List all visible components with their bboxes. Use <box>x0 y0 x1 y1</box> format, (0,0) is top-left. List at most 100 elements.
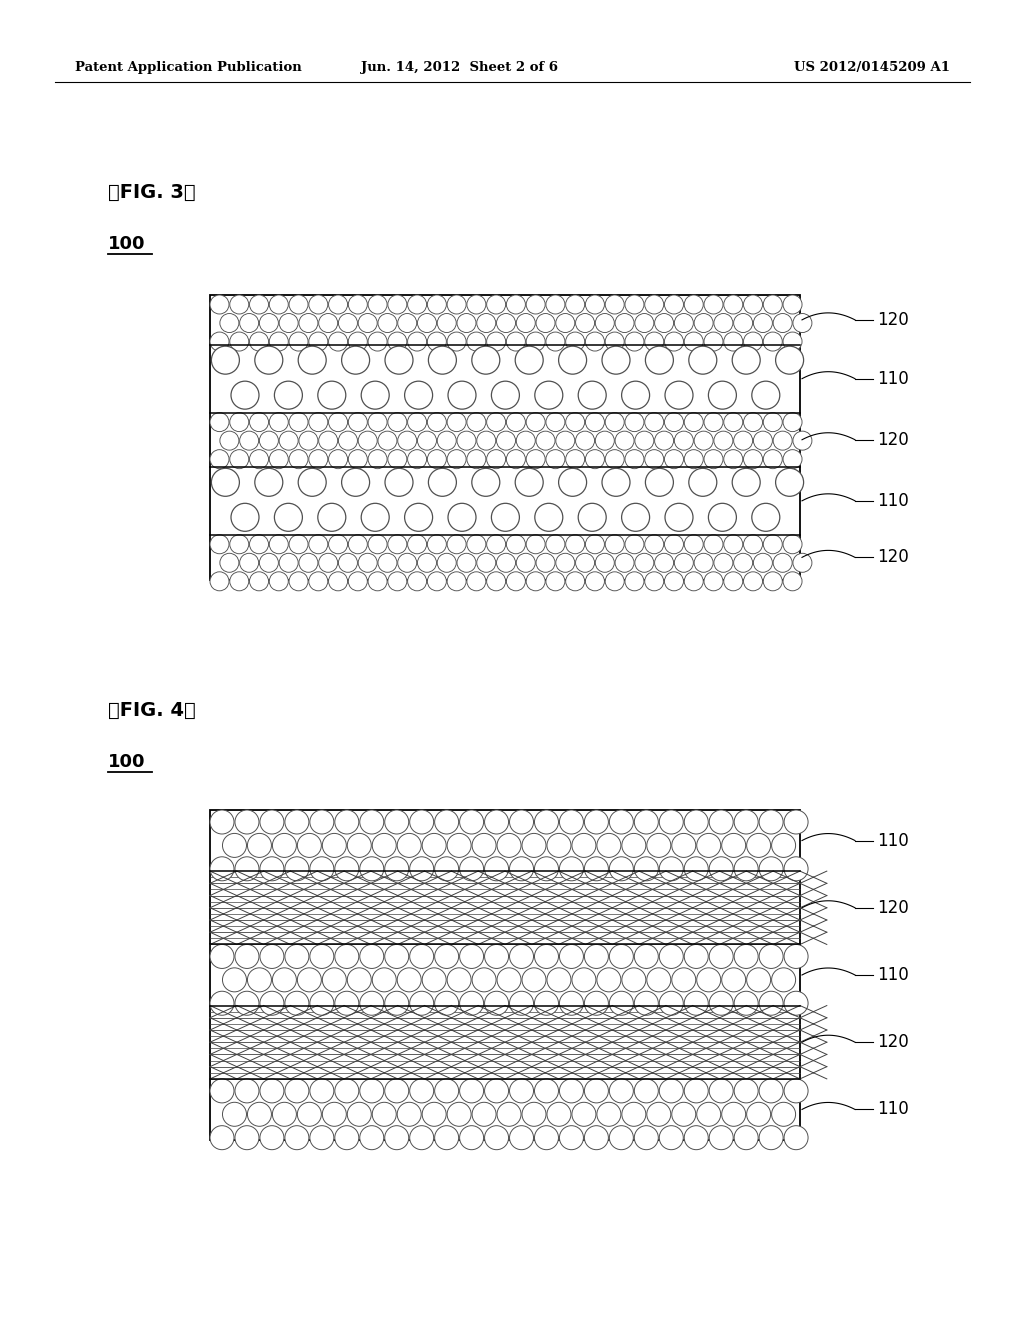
Circle shape <box>309 535 328 554</box>
Circle shape <box>229 450 249 469</box>
Circle shape <box>309 333 328 351</box>
Circle shape <box>535 1126 558 1150</box>
Circle shape <box>335 810 358 834</box>
Circle shape <box>418 432 436 450</box>
Circle shape <box>358 314 377 333</box>
Circle shape <box>361 381 389 409</box>
Circle shape <box>222 1102 247 1126</box>
Circle shape <box>486 294 506 314</box>
Circle shape <box>229 333 249 351</box>
Circle shape <box>759 1126 783 1150</box>
Circle shape <box>484 1126 509 1150</box>
Circle shape <box>310 944 334 969</box>
Circle shape <box>565 572 585 591</box>
Circle shape <box>625 333 644 351</box>
Circle shape <box>535 503 563 532</box>
Circle shape <box>408 572 427 591</box>
Circle shape <box>672 833 695 858</box>
Circle shape <box>575 553 595 573</box>
Circle shape <box>579 381 606 409</box>
Circle shape <box>348 450 368 469</box>
Circle shape <box>724 413 742 432</box>
Circle shape <box>665 413 683 432</box>
Circle shape <box>672 968 695 991</box>
Circle shape <box>229 535 249 554</box>
Circle shape <box>361 503 389 532</box>
Circle shape <box>746 968 771 991</box>
Circle shape <box>507 413 525 432</box>
Circle shape <box>492 381 519 409</box>
Circle shape <box>359 944 384 969</box>
Circle shape <box>289 572 308 591</box>
Circle shape <box>615 314 634 333</box>
Circle shape <box>763 413 782 432</box>
Circle shape <box>510 944 534 969</box>
Circle shape <box>434 991 459 1015</box>
Circle shape <box>665 381 693 409</box>
Text: 【FIG. 3】: 【FIG. 3】 <box>108 182 196 202</box>
Circle shape <box>522 968 546 991</box>
Circle shape <box>585 1078 608 1104</box>
Circle shape <box>675 314 693 333</box>
Circle shape <box>248 968 271 991</box>
Circle shape <box>299 314 317 333</box>
Circle shape <box>467 450 485 469</box>
Circle shape <box>234 857 259 880</box>
Circle shape <box>565 450 585 469</box>
Circle shape <box>665 333 683 351</box>
Circle shape <box>434 944 459 969</box>
Circle shape <box>625 572 644 591</box>
Circle shape <box>732 469 760 496</box>
Circle shape <box>507 535 525 554</box>
Circle shape <box>734 944 758 969</box>
Circle shape <box>467 535 485 554</box>
Circle shape <box>522 833 546 858</box>
Circle shape <box>388 535 407 554</box>
Circle shape <box>457 553 476 573</box>
Circle shape <box>722 833 745 858</box>
Circle shape <box>229 572 249 591</box>
Circle shape <box>385 857 409 880</box>
Circle shape <box>783 535 802 554</box>
Circle shape <box>229 413 249 432</box>
Circle shape <box>783 572 802 591</box>
Circle shape <box>783 450 802 469</box>
Circle shape <box>714 314 733 333</box>
Circle shape <box>507 450 525 469</box>
Circle shape <box>586 294 604 314</box>
Circle shape <box>210 413 229 432</box>
Circle shape <box>605 333 625 351</box>
Text: 120: 120 <box>877 548 908 566</box>
Circle shape <box>447 413 466 432</box>
Circle shape <box>460 810 483 834</box>
Circle shape <box>272 968 296 991</box>
Circle shape <box>684 450 703 469</box>
Circle shape <box>231 381 259 409</box>
Circle shape <box>269 333 289 351</box>
Circle shape <box>602 346 630 374</box>
Circle shape <box>609 857 634 880</box>
Circle shape <box>609 944 634 969</box>
Circle shape <box>659 1126 683 1150</box>
Circle shape <box>605 450 625 469</box>
Circle shape <box>385 944 409 969</box>
Circle shape <box>342 346 370 374</box>
Circle shape <box>510 1078 534 1104</box>
Circle shape <box>586 450 604 469</box>
Circle shape <box>397 432 417 450</box>
Circle shape <box>575 432 595 450</box>
Circle shape <box>378 432 397 450</box>
Circle shape <box>486 413 506 432</box>
Circle shape <box>516 432 536 450</box>
Circle shape <box>486 572 506 591</box>
Circle shape <box>784 810 808 834</box>
Circle shape <box>210 450 229 469</box>
Text: 120: 120 <box>877 430 908 449</box>
Circle shape <box>220 553 239 573</box>
Circle shape <box>645 413 664 432</box>
Circle shape <box>457 314 476 333</box>
Circle shape <box>368 535 387 554</box>
Circle shape <box>710 944 733 969</box>
Circle shape <box>229 294 249 314</box>
Circle shape <box>434 810 459 834</box>
